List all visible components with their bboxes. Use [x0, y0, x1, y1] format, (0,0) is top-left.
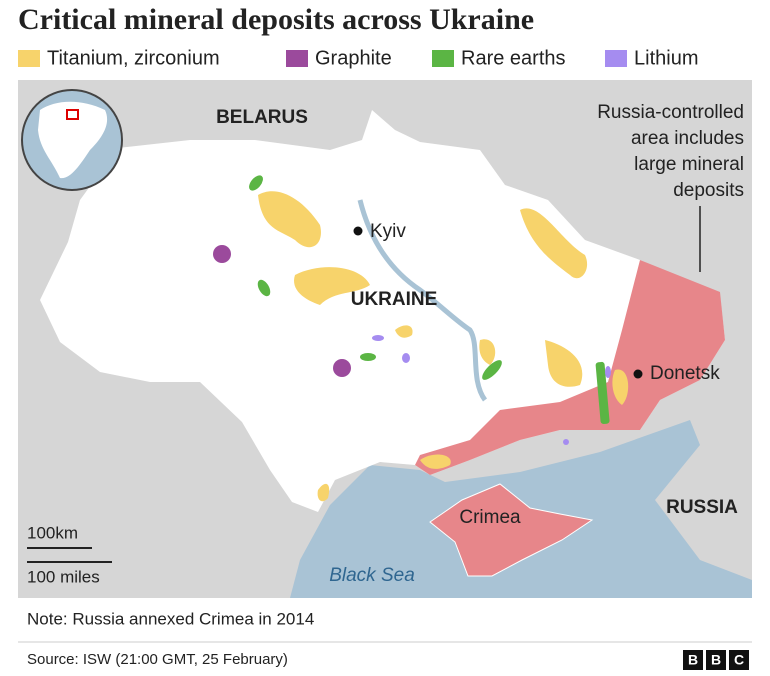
deposit	[257, 279, 271, 297]
legend-label: Rare earths	[461, 47, 566, 69]
legend-swatch	[605, 50, 627, 67]
annotation: large mineral	[634, 154, 744, 175]
annotation: area includes	[631, 128, 744, 149]
russia-controlled-area	[415, 260, 725, 475]
deposit	[420, 454, 451, 469]
deposit	[482, 360, 502, 380]
deposit	[402, 353, 410, 363]
legend-label: Titanium, zirconium	[47, 47, 220, 69]
deposit	[563, 439, 569, 445]
source: Source: ISW (21:00 GMT, 25 February)	[27, 651, 288, 668]
deposit	[360, 353, 376, 361]
map: BELARUS Kyiv UKRAINE Donetsk RUSSIA Crim…	[18, 80, 752, 598]
deposit	[258, 191, 321, 248]
country-label: UKRAINE	[351, 289, 438, 310]
city-label: Kyiv	[370, 221, 406, 242]
country-label: BELARUS	[216, 107, 308, 128]
annotation: deposits	[673, 180, 744, 201]
deposit	[479, 339, 496, 365]
deposit	[545, 340, 583, 387]
globe-inset	[21, 89, 123, 191]
city-label: Donetsk	[650, 363, 720, 384]
legend-label: Graphite	[315, 47, 392, 69]
legend-swatch	[286, 50, 308, 67]
deposit	[213, 245, 231, 263]
note: Note: Russia annexed Crimea in 2014	[27, 609, 314, 628]
legend-label: Lithium	[634, 47, 698, 69]
legend-swatch	[18, 50, 40, 67]
deposit	[612, 369, 629, 405]
legend: Titanium, zirconium Graphite Rare earths…	[18, 47, 698, 69]
deposit	[249, 175, 263, 191]
deposit	[317, 483, 330, 502]
scale-label: 100km	[27, 523, 78, 542]
river	[357, 199, 488, 402]
deposit	[395, 325, 413, 338]
logo-letter: B	[711, 652, 721, 668]
logo-letter: C	[734, 652, 744, 668]
city-dot	[633, 369, 643, 379]
deposit	[372, 335, 384, 341]
deposit	[294, 267, 370, 305]
deposit	[595, 361, 610, 424]
deposit	[520, 208, 588, 279]
annotation: Russia-controlled	[597, 102, 744, 123]
sea-label: Black Sea	[329, 565, 415, 586]
country-label: RUSSIA	[666, 497, 738, 518]
city-dot	[353, 226, 363, 236]
region-label: Crimea	[459, 507, 521, 528]
scale-label: 100 miles	[27, 567, 100, 586]
deposit	[605, 366, 611, 378]
legend-swatch	[432, 50, 454, 67]
logo-letter: B	[688, 652, 698, 668]
crimea	[429, 483, 594, 577]
deposits	[213, 175, 629, 502]
title: Critical mineral deposits across Ukraine	[18, 3, 534, 36]
logo: B B C	[683, 650, 749, 670]
deposit	[333, 359, 351, 377]
